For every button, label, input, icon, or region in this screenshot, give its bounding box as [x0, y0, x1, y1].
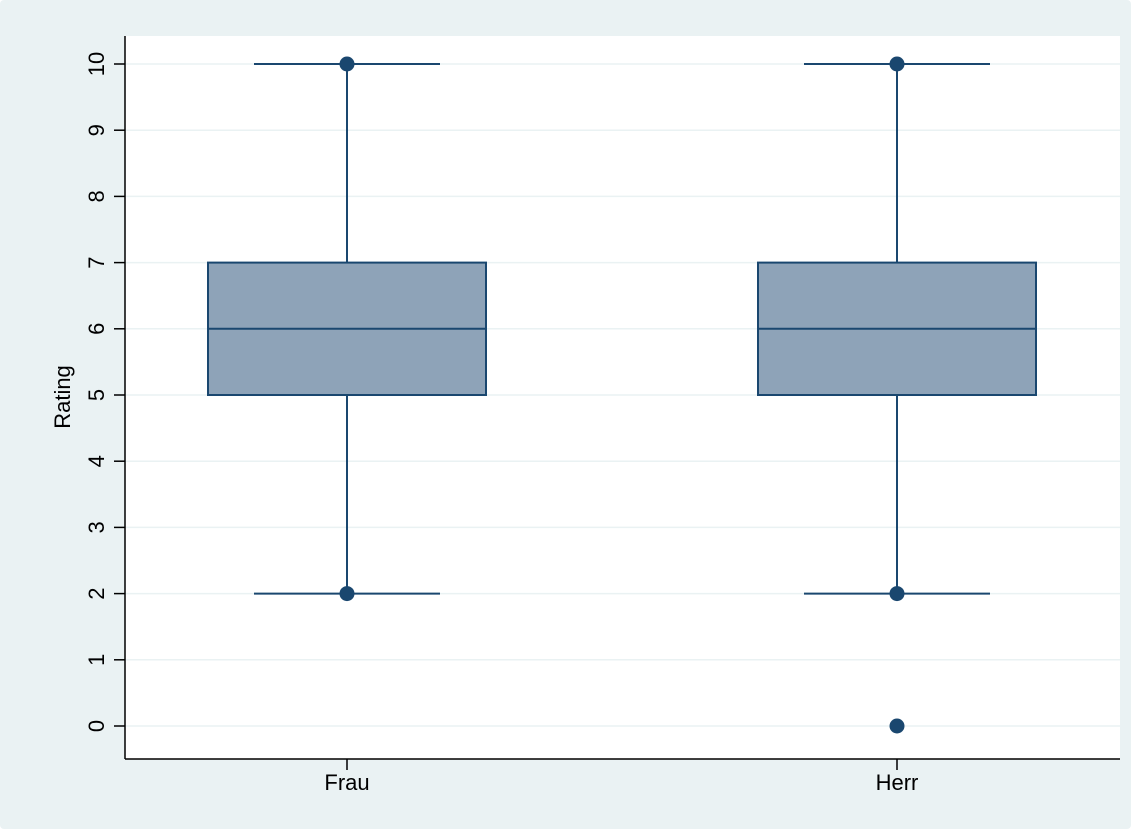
y-tick-label: 8 [84, 190, 109, 202]
data-point [889, 718, 905, 734]
y-tick-label: 0 [84, 720, 109, 732]
box-herr [757, 56, 1037, 734]
boxes [207, 56, 1037, 734]
data-point [889, 586, 905, 602]
y-tick-label: 7 [84, 256, 109, 268]
y-tick-label: 1 [84, 654, 109, 666]
y-axis-title: Rating [50, 365, 75, 429]
plot-area [125, 36, 1120, 759]
y-tick-label: 4 [84, 455, 109, 467]
x-tick-label: Frau [324, 770, 369, 795]
y-tick-label: 9 [84, 124, 109, 136]
y-tick-label: 2 [84, 587, 109, 599]
data-point [339, 56, 355, 72]
data-point [889, 56, 905, 72]
data-point [339, 586, 355, 602]
x-tick-label: Herr [876, 770, 919, 795]
box-frau [207, 56, 487, 602]
y-tick-label: 5 [84, 389, 109, 401]
y-tick-label: 3 [84, 521, 109, 533]
x-axis-ticks: Frau Herr [324, 759, 918, 795]
y-axis-ticks: 0 1 2 3 4 5 6 7 8 9 10 [84, 52, 125, 732]
y-tick-label: 6 [84, 323, 109, 335]
y-tick-label: 10 [84, 52, 109, 76]
